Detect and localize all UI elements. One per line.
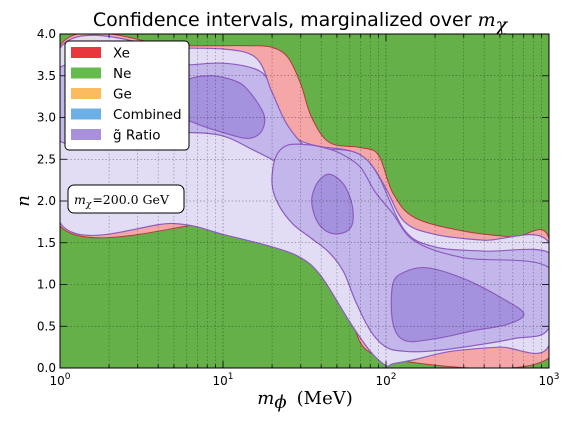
title-math: m <box>478 9 496 31</box>
x-axis-sub: ϕ <box>274 392 286 413</box>
x-tick-label: 103 <box>538 372 559 388</box>
annotation-text: mχ=200.0 GeV <box>74 192 170 210</box>
legend-label: g̃ Ratio <box>113 128 161 144</box>
y-tick-label: 3.0 <box>37 111 56 125</box>
x-axis-var: m <box>257 388 274 409</box>
legend-label: Xe <box>113 46 130 62</box>
region-gratio-inner-6 <box>311 173 354 235</box>
legend-label: Ge <box>113 87 132 103</box>
legend-swatch <box>71 88 101 99</box>
legend-label: Ne <box>113 66 131 82</box>
region-gratio-inner-7 <box>390 266 525 343</box>
legend-swatch <box>71 108 101 120</box>
y-tick-label: 1.0 <box>37 278 56 292</box>
annotation: mχ=200.0 GeV <box>67 184 185 214</box>
y-tick-label: 3.5 <box>37 69 56 83</box>
x-tick-label: 101 <box>212 372 233 388</box>
chart-title: Confidence intervals, marginalized over … <box>93 9 509 36</box>
x-axis-label: mϕ (MeV) <box>257 388 353 413</box>
annotation-value: =200.0 GeV <box>92 192 170 207</box>
legend-swatch <box>71 47 101 58</box>
legend-label: Combined <box>113 107 182 123</box>
legend-swatch <box>71 67 101 79</box>
y-tick-label: 1.5 <box>37 236 56 250</box>
legend-swatch <box>71 129 101 140</box>
legend: Xe Ne Ge Combined g̃ Ratio <box>64 40 190 151</box>
y-tick-label: 2.0 <box>37 194 56 208</box>
x-axis-unit: (MeV) <box>297 388 353 409</box>
x-tick-label: 102 <box>375 372 396 388</box>
y-axis-label: n <box>13 195 34 207</box>
x-tick-label: 100 <box>49 372 70 388</box>
annotation-var: m <box>74 192 86 207</box>
title-math-sub: χ <box>494 14 509 36</box>
annotation-box <box>67 184 185 214</box>
y-tick-label: 0.5 <box>37 319 56 333</box>
annotation-sub: χ <box>85 200 92 210</box>
y-tick-label: 0.0 <box>37 361 56 375</box>
title-text: Confidence intervals, marginalized over <box>93 9 478 31</box>
tick-labels-layer: 100 101 102 103 0.0 0.5 1.0 1.5 2.0 2.5 3.0 3.5 4.0 <box>37 27 560 388</box>
ticks-layer <box>59 33 550 369</box>
y-tick-label: 4.0 <box>37 27 56 41</box>
y-tick-label: 2.5 <box>37 152 56 166</box>
